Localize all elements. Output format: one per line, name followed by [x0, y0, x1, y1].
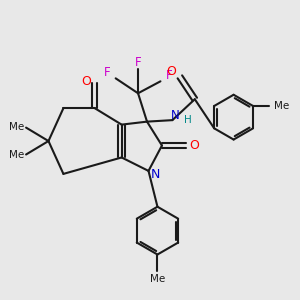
Text: F: F — [104, 67, 111, 80]
Text: O: O — [82, 75, 91, 88]
Text: H: H — [184, 115, 192, 124]
Text: N: N — [150, 168, 160, 181]
Text: O: O — [189, 139, 199, 152]
Text: Me: Me — [10, 150, 25, 160]
Text: O: O — [166, 65, 176, 78]
Text: N: N — [171, 110, 180, 122]
Text: F: F — [166, 69, 172, 82]
Text: Me: Me — [274, 101, 289, 111]
Text: F: F — [135, 56, 142, 69]
Text: Me: Me — [150, 274, 165, 284]
Text: Me: Me — [10, 122, 25, 132]
